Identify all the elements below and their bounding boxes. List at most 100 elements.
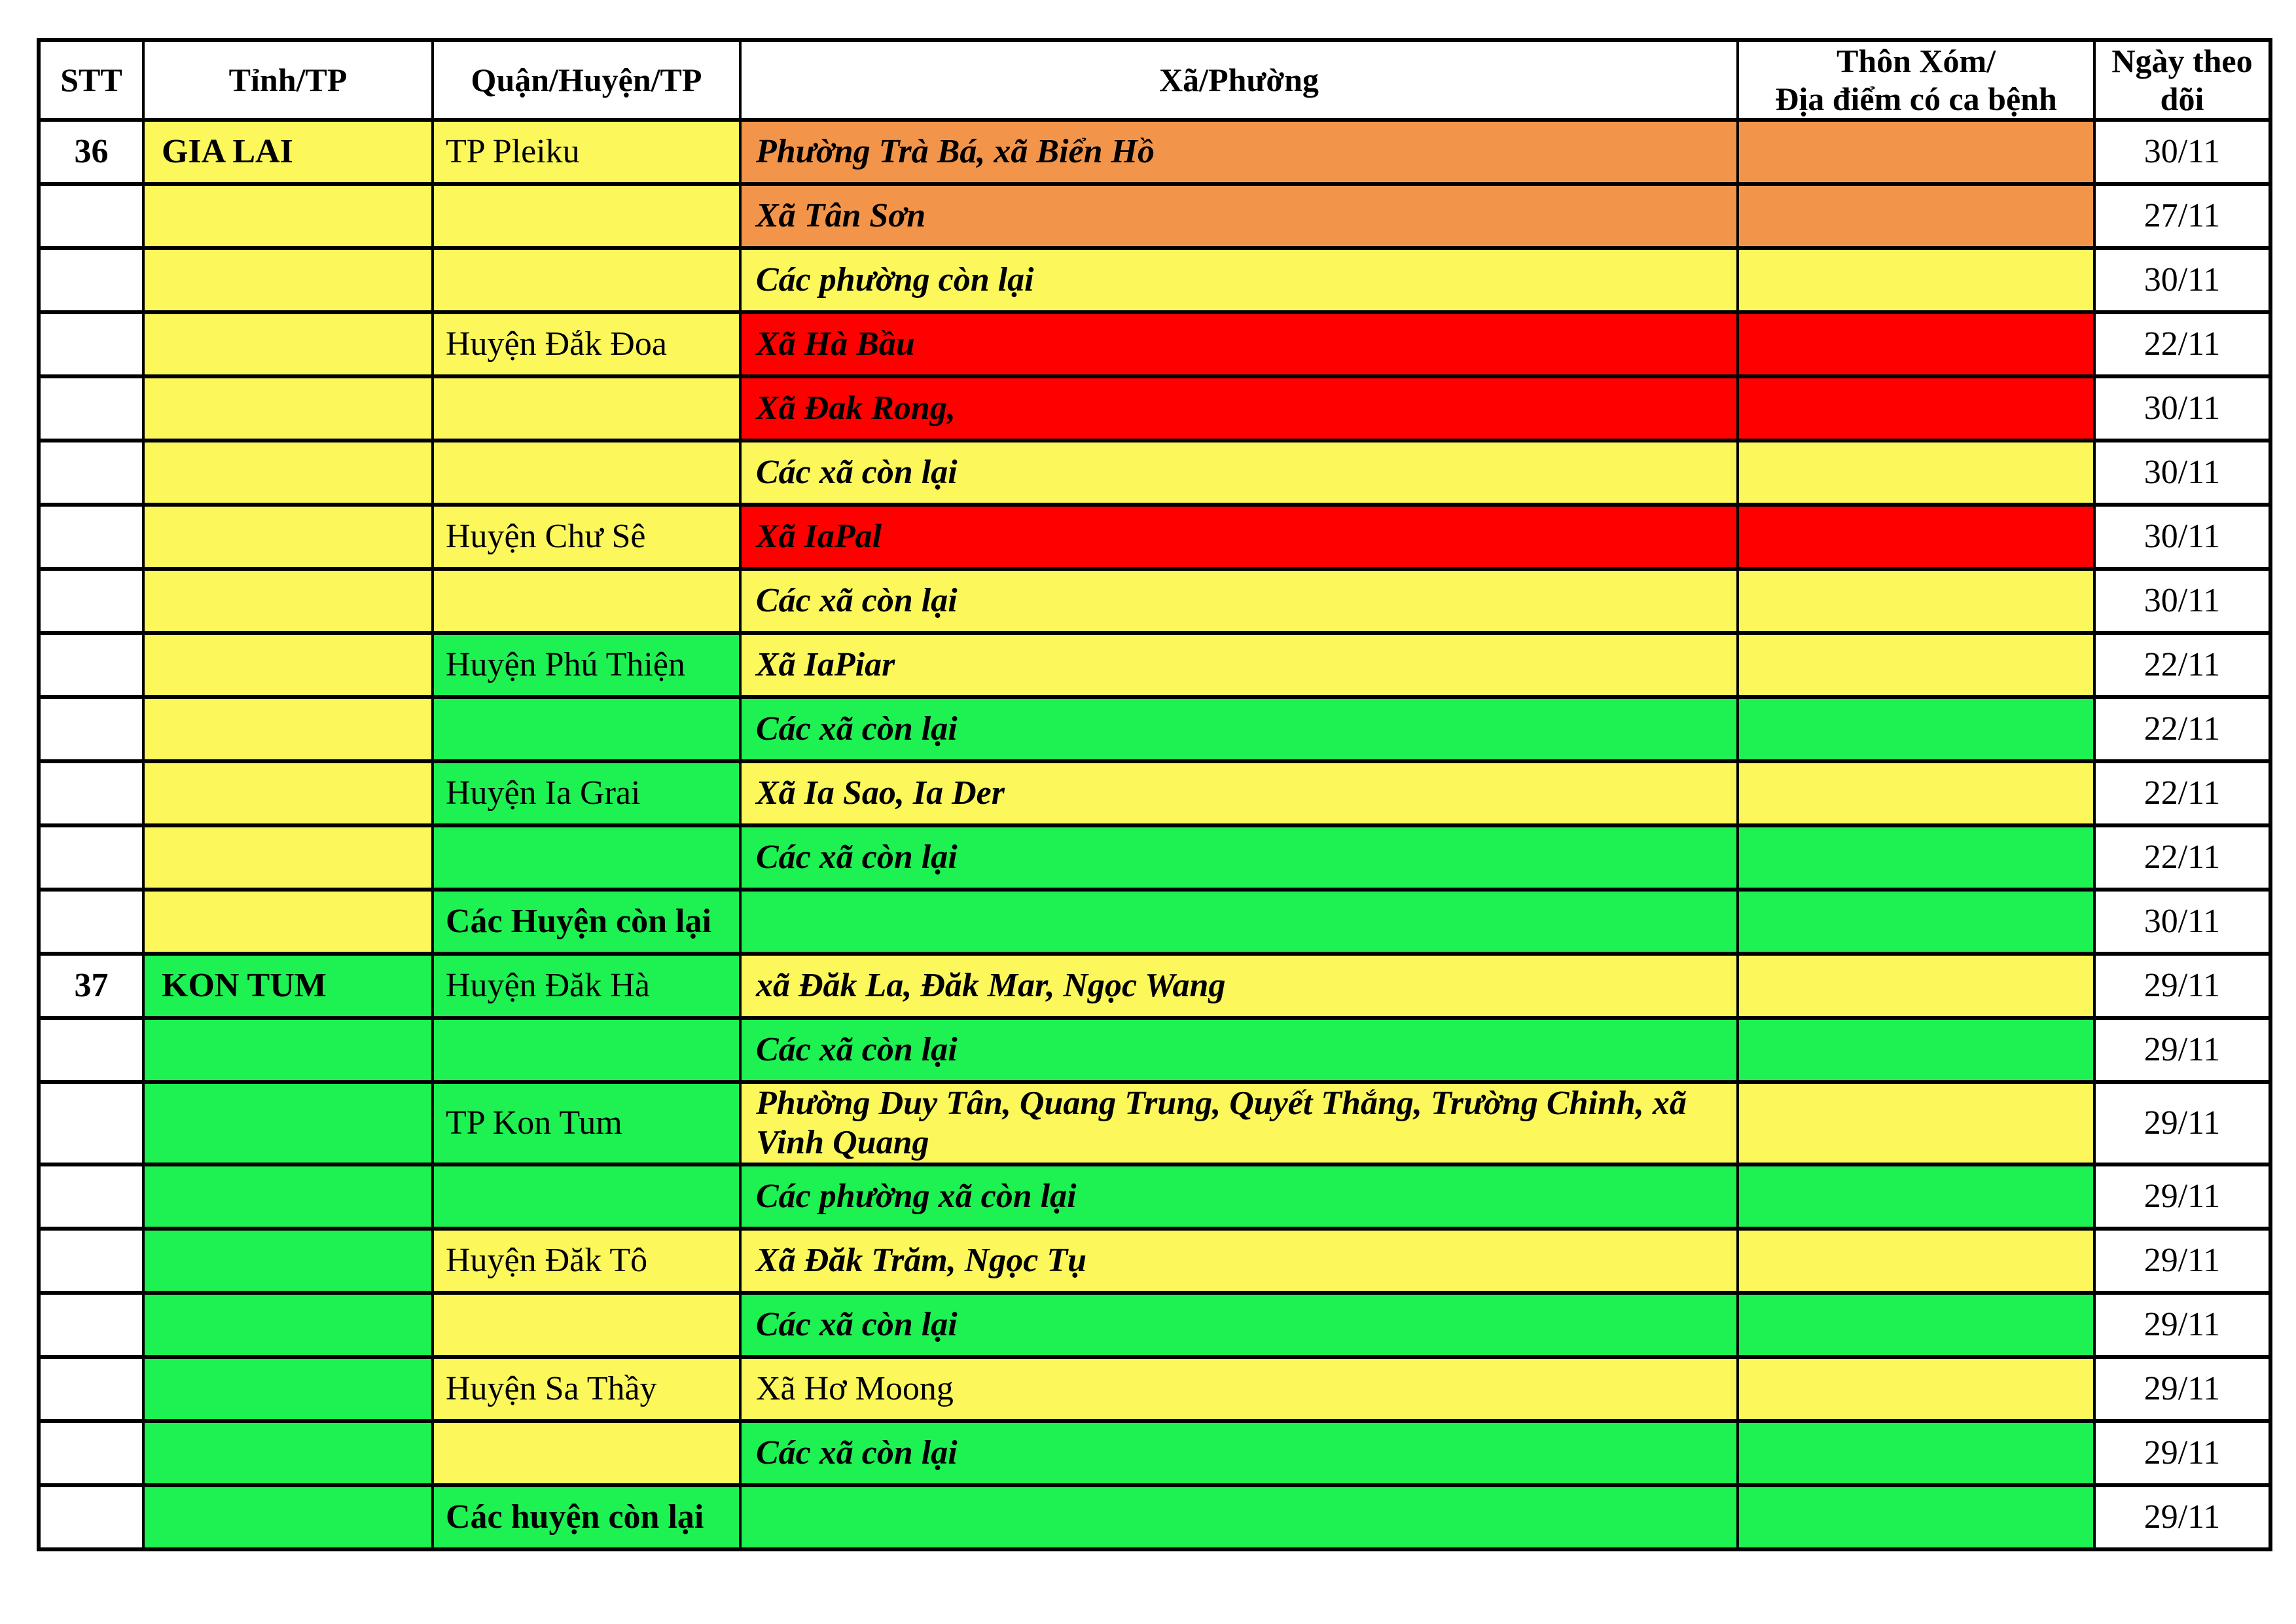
column-header-ward: Xã/Phường — [739, 38, 1739, 122]
date-cell: 29/11 — [2093, 1016, 2272, 1084]
district-cell — [431, 695, 742, 763]
stt-cell — [37, 1162, 145, 1231]
stt-cell — [37, 1016, 145, 1084]
date-cell: 30/11 — [2093, 374, 2272, 442]
date-cell: 22/11 — [2093, 823, 2272, 892]
province-cell — [142, 1226, 434, 1295]
ward-cell: Xã Hơ Moong — [739, 1354, 1739, 1423]
stt-cell — [37, 1080, 145, 1166]
table-row: 37 KON TUM Huyện Đăk Hà xã Đăk La, Đăk Mar,… — [37, 952, 2272, 1020]
province-cell: GIA LAI — [142, 118, 434, 186]
district-cell — [431, 1016, 742, 1084]
column-header-province: Tỉnh/TP — [142, 38, 434, 122]
district-cell: TP Kon Tum — [431, 1080, 742, 1166]
hamlet-cell — [1736, 1483, 2096, 1551]
stt-cell — [37, 374, 145, 442]
stt-cell — [37, 888, 145, 956]
hamlet-cell — [1736, 695, 2096, 763]
ward-cell: xã Đăk La, Đăk Mar, Ngọc Wang — [739, 952, 1739, 1020]
district-cell — [431, 1418, 742, 1487]
table-row: Các xã còn lại 30/11 — [37, 567, 2272, 635]
province-cell — [142, 888, 434, 956]
ward-cell: Phường Duy Tân, Quang Trung, Quyết Thắng… — [739, 1080, 1739, 1166]
district-cell — [431, 1290, 742, 1359]
date-cell: 30/11 — [2093, 503, 2272, 571]
stt-cell — [37, 695, 145, 763]
province-cell — [142, 439, 434, 507]
hamlet-cell — [1736, 759, 2096, 827]
date-cell: 22/11 — [2093, 759, 2272, 827]
province-cell — [142, 1162, 434, 1231]
column-header-date: Ngày theo dõi — [2093, 38, 2272, 122]
table-body: 36 GIA LAI TP Pleiku Phường Trà Bá, xã Biển… — [37, 118, 2272, 1551]
risk-classification-table: STT Tỉnh/TP Quận/Huyện/TP Xã/Phường Thôn… — [37, 38, 2272, 1551]
hamlet-cell — [1736, 118, 2096, 186]
province-cell — [142, 1290, 434, 1359]
hamlet-cell — [1736, 439, 2096, 507]
district-cell: Huyện Phú Thiện — [431, 631, 742, 699]
district-cell — [431, 374, 742, 442]
stt-cell — [37, 310, 145, 378]
hamlet-cell — [1736, 1226, 2096, 1295]
hamlet-cell — [1736, 823, 2096, 892]
stt-cell — [37, 759, 145, 827]
ward-cell: Các phường còn lại — [739, 246, 1739, 314]
district-cell — [431, 439, 742, 507]
stt-cell — [37, 1354, 145, 1423]
table-row: Các Huyện còn lại 30/11 — [37, 888, 2272, 956]
stt-cell: 36 — [37, 118, 145, 186]
province-cell — [142, 503, 434, 571]
date-cell: 27/11 — [2093, 182, 2272, 250]
province-cell — [142, 1354, 434, 1423]
province-cell — [142, 1483, 434, 1551]
stt-cell — [37, 631, 145, 699]
table-row: Các xã còn lại 22/11 — [37, 695, 2272, 763]
table-row: Các xã còn lại 29/11 — [37, 1016, 2272, 1084]
ward-cell: Các xã còn lại — [739, 567, 1739, 635]
hamlet-cell — [1736, 1016, 2096, 1084]
table-row: Các phường xã còn lại 29/11 — [37, 1162, 2272, 1231]
date-cell: 29/11 — [2093, 1080, 2272, 1166]
date-cell: 22/11 — [2093, 310, 2272, 378]
province-cell — [142, 759, 434, 827]
ward-cell: Các phường xã còn lại — [739, 1162, 1739, 1231]
district-cell: Huyện Sa Thầy — [431, 1354, 742, 1423]
ward-cell: Phường Trà Bá, xã Biển Hồ — [739, 118, 1739, 186]
table-row: Huyện Phú Thiện Xã IaPiar 22/11 — [37, 631, 2272, 699]
hamlet-cell — [1736, 1080, 2096, 1166]
table-row: Huyện Ia Grai Xã Ia Sao, Ia Der 22/11 — [37, 759, 2272, 827]
ward-cell: Xã Hà Bầu — [739, 310, 1739, 378]
district-cell — [431, 823, 742, 892]
date-cell: 29/11 — [2093, 1354, 2272, 1423]
stt-cell — [37, 1483, 145, 1551]
stt-cell — [37, 567, 145, 635]
date-cell: 22/11 — [2093, 695, 2272, 763]
ward-cell: Các xã còn lại — [739, 1290, 1739, 1359]
province-cell — [142, 1016, 434, 1084]
stt-cell — [37, 823, 145, 892]
district-cell: Huyện Chư Sê — [431, 503, 742, 571]
table-row: Xã Đak Rong, 30/11 — [37, 374, 2272, 442]
stt-cell — [37, 1290, 145, 1359]
province-cell — [142, 246, 434, 314]
column-header-district: Quận/Huyện/TP — [431, 38, 742, 122]
district-cell: Huyện Đăk Hà — [431, 952, 742, 1020]
hamlet-cell — [1736, 1354, 2096, 1423]
date-cell: 29/11 — [2093, 1226, 2272, 1295]
date-cell: 30/11 — [2093, 439, 2272, 507]
district-cell: Các Huyện còn lại — [431, 888, 742, 956]
district-cell — [431, 567, 742, 635]
stt-cell — [37, 1226, 145, 1295]
date-cell: 29/11 — [2093, 1290, 2272, 1359]
table-row: Các xã còn lại 29/11 — [37, 1290, 2272, 1359]
table-row: Các huyện còn lại 29/11 — [37, 1483, 2272, 1551]
district-cell: Huyện Ia Grai — [431, 759, 742, 827]
date-cell: 29/11 — [2093, 952, 2272, 1020]
ward-cell: Xã Đak Rong, — [739, 374, 1739, 442]
ward-cell — [739, 888, 1739, 956]
stt-cell — [37, 439, 145, 507]
ward-cell: Xã Ia Sao, Ia Der — [739, 759, 1739, 827]
ward-cell: Các xã còn lại — [739, 1016, 1739, 1084]
province-cell — [142, 631, 434, 699]
date-cell: 30/11 — [2093, 567, 2272, 635]
